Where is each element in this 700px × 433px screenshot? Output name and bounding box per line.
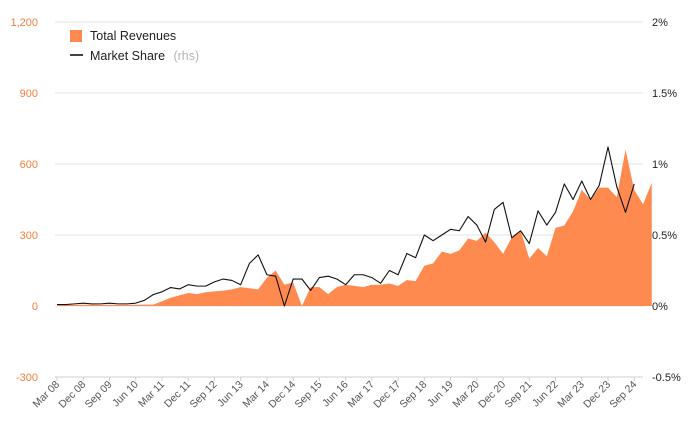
x-tick-label: Jun 13 <box>215 379 246 410</box>
x-tick-label: Sep 09 <box>83 379 115 411</box>
series-line-market-share <box>57 146 635 307</box>
x-tick-label: Dec 11 <box>162 379 194 411</box>
y2-tick-label: 1.5% <box>652 88 677 100</box>
x-tick-label: Dec 14 <box>266 379 298 411</box>
x-tick-label: Mar 14 <box>240 379 272 411</box>
x-tick-label: Dec 23 <box>581 379 613 411</box>
x-tick-label: Jun 19 <box>425 379 456 410</box>
x-tick-label: Dec 17 <box>371 379 403 411</box>
y-tick-label: 300 <box>20 230 38 242</box>
x-tick-label: Jun 16 <box>320 379 351 410</box>
legend-swatch-total-revenues <box>70 30 82 42</box>
x-tick-label: Sep 24 <box>607 379 639 411</box>
y2-tick-label: 1% <box>652 159 668 171</box>
x-tick-label: Mar 20 <box>450 379 482 411</box>
x-tick-label: Jun 10 <box>110 379 141 410</box>
x-tick-label: Sep 15 <box>292 379 324 411</box>
x-tick-label: Sep 18 <box>397 379 429 411</box>
x-tick-label: Sep 12 <box>188 379 220 411</box>
legend-label-market-share: Market Share (rhs) <box>90 47 199 64</box>
y-tick-label: 1,200 <box>10 17 38 29</box>
legend-label-market-share-name: Market Share <box>90 49 165 63</box>
x-tick-label: Dec 20 <box>476 379 508 411</box>
y2-tick-label: 2% <box>652 17 668 29</box>
legend-label-market-share-note: (rhs) <box>173 49 199 63</box>
y-tick-label: 600 <box>20 159 38 171</box>
y-tick-label: 0 <box>32 301 38 313</box>
x-tick-label: Jun 22 <box>530 379 561 410</box>
x-tick-label: Sep 21 <box>502 379 534 411</box>
x-tick-label: Mar 23 <box>555 379 587 411</box>
y-tick-label: -300 <box>16 372 38 384</box>
y2-tick-label: -0.5% <box>652 372 681 384</box>
y-tick-label: 900 <box>20 88 38 100</box>
plot-area <box>57 146 652 307</box>
legend-label-total-revenues: Total Revenues <box>90 29 176 43</box>
x-tick-label: Mar 17 <box>345 379 377 411</box>
legend: Total Revenues Market Share (rhs) <box>70 29 199 64</box>
y2-tick-label: 0.5% <box>652 230 677 242</box>
x-tick-label: Dec 08 <box>56 379 88 411</box>
x-tick-label: Mar 11 <box>136 379 167 410</box>
grid <box>55 21 643 378</box>
y2-tick-label: 0% <box>652 301 668 313</box>
series-area-total-revenues <box>57 149 652 306</box>
